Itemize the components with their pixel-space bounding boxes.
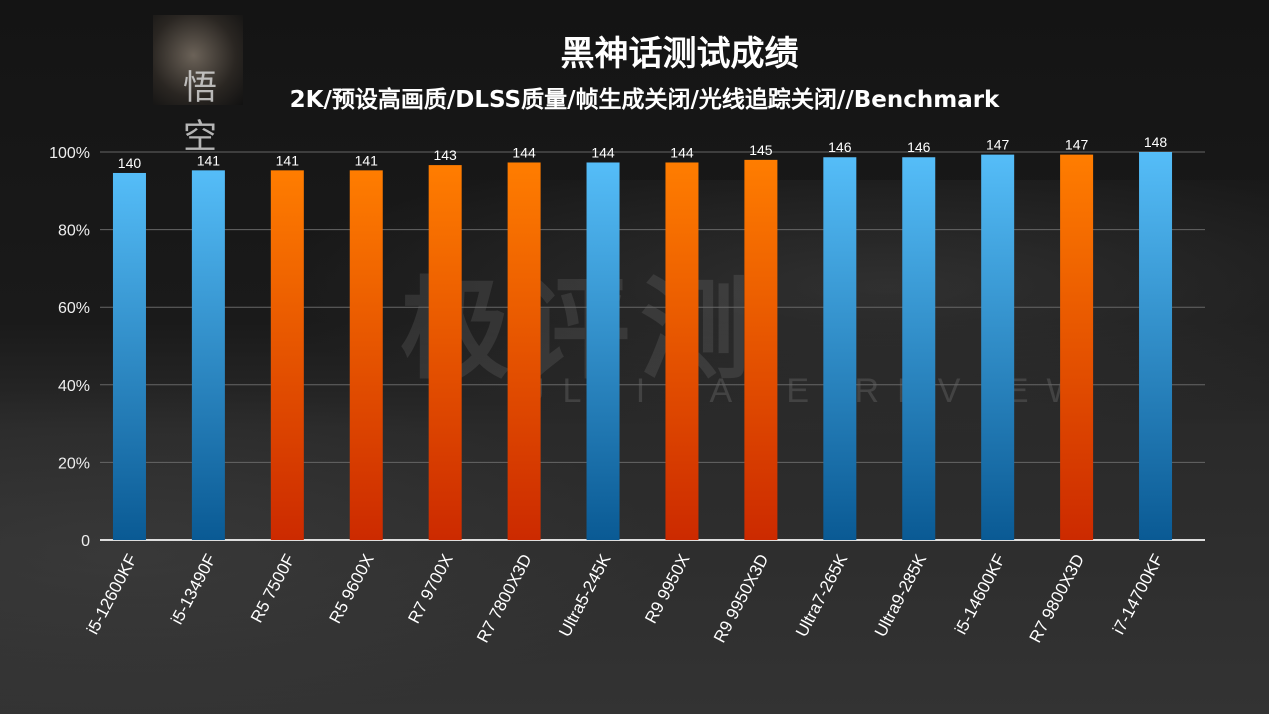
data-label: 147 (986, 137, 1010, 153)
data-label: 144 (670, 144, 694, 160)
data-label: 140 (118, 155, 142, 171)
data-label: 141 (197, 152, 221, 168)
data-label: 147 (1065, 137, 1089, 153)
x-tick-label: Ultra7-265K (792, 550, 852, 640)
bar-R9-9950X (665, 162, 699, 540)
bar-Ultra9-285K (902, 157, 936, 541)
data-label: 145 (749, 142, 773, 158)
data-label: 146 (828, 139, 852, 155)
game-thumbnail: 悟空 (153, 15, 243, 157)
bar-Ultra5-245K (586, 162, 620, 540)
bar-R5-9600X (349, 170, 383, 540)
y-tick-label: 80% (58, 223, 90, 240)
thumbnail-text: 悟空 (183, 68, 217, 157)
x-tick-label: R7 7800X3D (473, 551, 535, 646)
x-tick-label: R9 9950X (641, 551, 693, 627)
x-tick-label: R5 9600X (326, 551, 378, 627)
chart-title: 黑神话测试成绩 (560, 34, 799, 74)
bar-R7-9800X3D (1060, 154, 1094, 540)
x-tick-label: i5-12600KF (83, 551, 141, 638)
y-tick-label: 20% (58, 455, 90, 472)
data-label: 141 (355, 152, 379, 168)
y-tick-label: 40% (58, 378, 90, 395)
y-tick-label: 100% (49, 145, 90, 162)
bar-i5-13490F (191, 170, 225, 540)
bar-i5-12600KF (112, 172, 146, 541)
bar-i5-14600KF (981, 154, 1015, 540)
chart-subtitle: 2K/预设高画质/DLSS质量/帧生成关闭/光线追踪关闭//Benchmark (289, 87, 1000, 113)
data-label: 144 (591, 144, 615, 160)
x-tick-label: R5 7500F (247, 551, 299, 626)
x-tick-label: i7-14700KF (1109, 551, 1167, 638)
y-tick-label: 60% (58, 300, 90, 317)
x-tick-label: i5-14600KF (951, 551, 1009, 638)
data-label: 144 (512, 144, 536, 160)
bar-R7-7800X3D (507, 162, 541, 540)
data-label: 148 (1144, 134, 1168, 150)
bar-i7-14700KF (1139, 152, 1173, 540)
x-tick-label: R9 9950X3D (710, 551, 772, 646)
bar-R5-7500F (270, 170, 304, 540)
x-tick-label: i5-13490F (167, 551, 220, 628)
data-label: 141 (276, 152, 300, 168)
bar-Ultra7-265K (823, 157, 857, 541)
x-tick-label: R7 9800X3D (1026, 551, 1088, 646)
x-tick-label: Ultra5-245K (555, 550, 615, 640)
data-label: 143 (433, 147, 457, 163)
x-tick-label: R7 9700X (404, 551, 456, 627)
x-tick-label: Ultra9-285K (871, 550, 931, 640)
y-tick-label: 0 (81, 533, 90, 550)
data-label: 146 (907, 139, 931, 155)
bar-R7-9700X (428, 165, 462, 541)
bar-R9-9950X3D (744, 159, 778, 540)
